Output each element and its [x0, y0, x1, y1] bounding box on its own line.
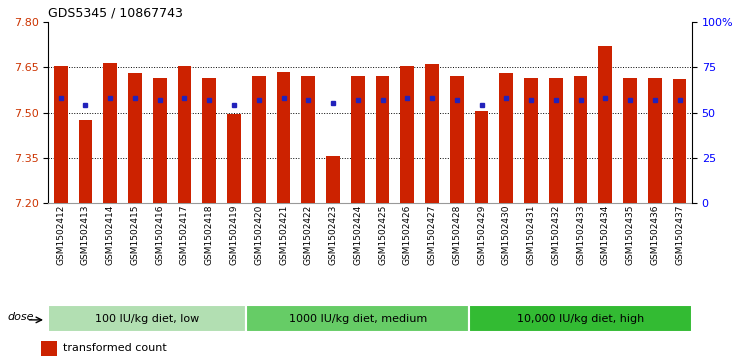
Bar [277, 72, 290, 203]
Bar [301, 76, 315, 203]
Bar [400, 66, 414, 203]
Bar [525, 78, 538, 203]
Bar [574, 76, 587, 203]
Text: dose: dose [7, 312, 33, 322]
Bar [673, 79, 687, 203]
Bar [41, 340, 57, 356]
Bar [128, 73, 142, 203]
Bar [246, 305, 469, 332]
Bar [79, 120, 92, 203]
Bar [450, 76, 464, 203]
Bar [326, 156, 340, 203]
Text: 10,000 IU/kg diet, high: 10,000 IU/kg diet, high [517, 314, 644, 323]
Bar [426, 64, 439, 203]
Bar [376, 76, 389, 203]
Bar [48, 305, 246, 332]
Bar [475, 111, 488, 203]
Text: 1000 IU/kg diet, medium: 1000 IU/kg diet, medium [289, 314, 427, 323]
Bar [499, 73, 513, 203]
Bar [549, 78, 562, 203]
Text: 100 IU/kg diet, low: 100 IU/kg diet, low [95, 314, 199, 323]
Bar [351, 76, 365, 203]
Text: transformed count: transformed count [63, 343, 167, 354]
Bar [178, 66, 191, 203]
Bar [648, 78, 661, 203]
Bar [252, 76, 266, 203]
Bar [623, 78, 637, 203]
Bar [469, 305, 692, 332]
Bar [54, 66, 68, 203]
Bar [103, 62, 117, 203]
Bar [153, 78, 167, 203]
Bar [227, 114, 241, 203]
Bar [202, 78, 216, 203]
Bar [598, 46, 612, 203]
Text: GDS5345 / 10867743: GDS5345 / 10867743 [48, 6, 183, 19]
